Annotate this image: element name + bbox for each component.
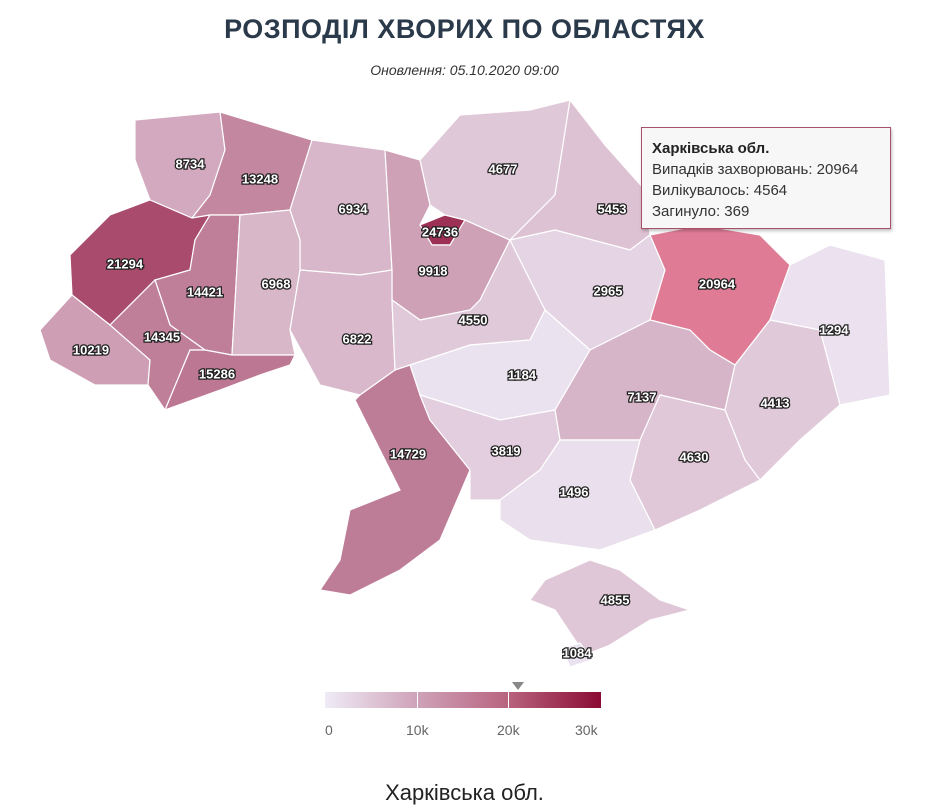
color-scale-legend	[325, 692, 601, 708]
ukraine-choropleth-map: 8734132486934247369918467754532129414421…	[39, 98, 891, 668]
legend-tick: 30k	[575, 722, 598, 738]
legend-marker-icon	[511, 682, 524, 690]
tooltip-region-name: Харківська обл.	[652, 140, 770, 157]
region-zhytomyr[interactable]	[289, 139, 393, 276]
selected-region-name: Харківська обл.	[385, 780, 544, 805]
legend-tick: 10k	[406, 722, 429, 738]
page-title: РОЗПОДІЛ ХВОРИХ ПО ОБЛАСТЯХ	[224, 14, 705, 44]
region-kherson[interactable]	[499, 439, 656, 551]
update-timestamp: Оновлення: 05.10.2020 09:00	[370, 62, 559, 78]
region-tooltip: Харківська обл. Випадків захворювань: 20…	[641, 127, 891, 229]
region-sevastopol[interactable]	[561, 642, 593, 668]
region-khmelnytskyi[interactable]	[231, 209, 301, 356]
legend-tick: 20k	[497, 722, 520, 738]
region-crimea[interactable]	[529, 559, 693, 656]
region-chernivtsi[interactable]	[163, 349, 296, 412]
tooltip-recovered: Вилікувалось: 4564	[652, 182, 788, 199]
region-vinnytsia[interactable]	[289, 269, 396, 396]
tooltip-deaths: Загинуло: 369	[652, 203, 750, 220]
legend-separator	[508, 692, 509, 708]
legend-tick: 0	[325, 722, 333, 738]
region-odesa[interactable]	[318, 364, 471, 596]
legend-separator	[417, 692, 418, 708]
tooltip-cases: Випадків захворювань: 20964	[652, 161, 859, 178]
